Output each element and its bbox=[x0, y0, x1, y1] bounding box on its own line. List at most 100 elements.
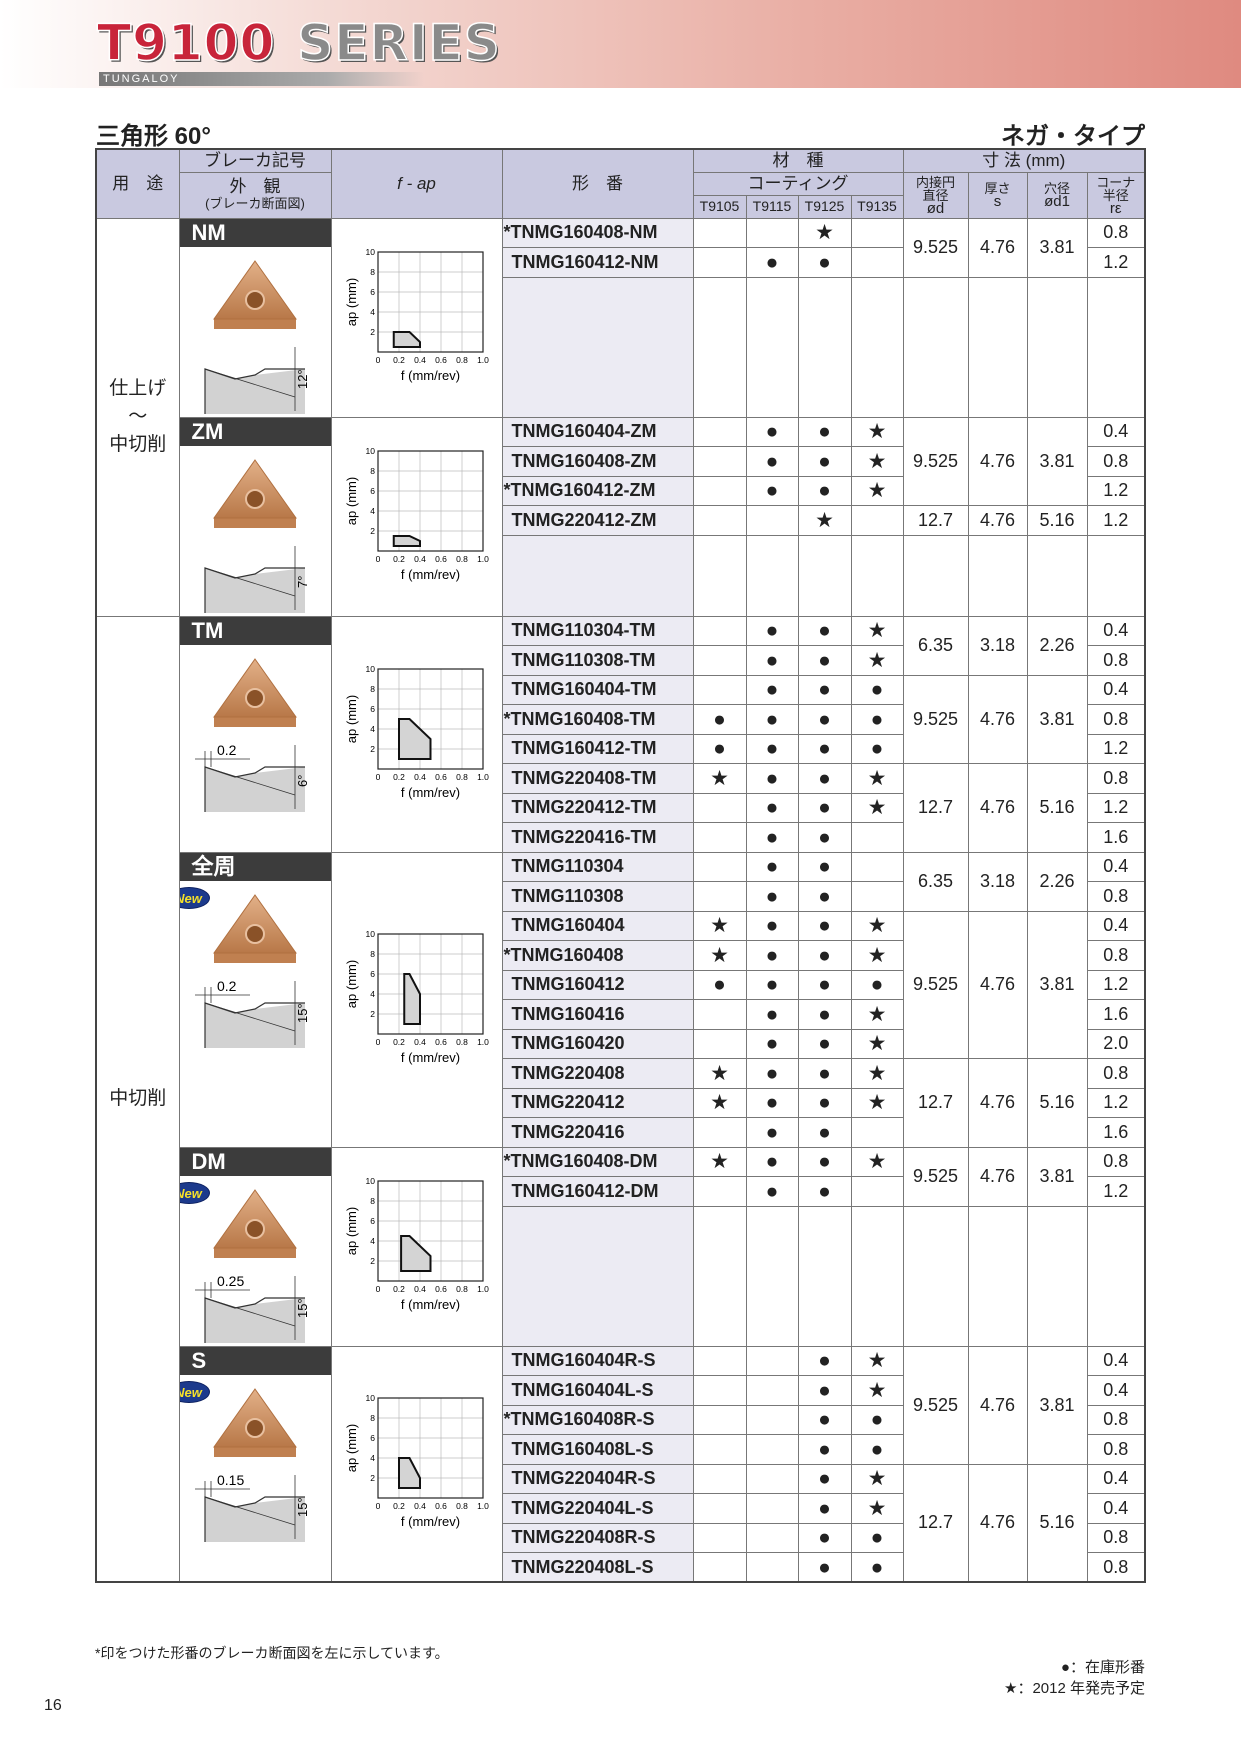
dim-od1: 3.81 bbox=[1026, 416, 1088, 506]
grade-availability-t9115: ● bbox=[745, 733, 799, 764]
x-tick-label: 0.8 bbox=[456, 772, 468, 782]
part-number: TNMG220404R-S bbox=[501, 1463, 694, 1494]
x-tick-label: 0.2 bbox=[393, 554, 405, 564]
part-number: *TNMG160412-ZM bbox=[501, 475, 694, 506]
x-tick-label: 0.8 bbox=[456, 1037, 468, 1047]
part-number: TNMG220408-TM bbox=[501, 763, 694, 794]
usage-label: 中切削 bbox=[109, 434, 167, 455]
y-tick-label: 2 bbox=[370, 1256, 375, 1266]
blank-cell bbox=[745, 276, 799, 418]
grade-availability-t9105: ★ bbox=[692, 1087, 747, 1118]
grade-availability-t9125: ● bbox=[797, 247, 852, 278]
part-number: *TNMG160408-TM bbox=[501, 704, 694, 735]
x-tick-label: 0.4 bbox=[414, 1037, 426, 1047]
grade-availability-t9135: ★ bbox=[850, 910, 904, 941]
breaker-cell: NM 12° bbox=[178, 217, 332, 418]
grade-availability-t9125: ● bbox=[797, 999, 852, 1030]
col-appearance-sub: (ブレーカ断面図) bbox=[205, 196, 305, 211]
dim-corner-radius: 1.6 bbox=[1086, 822, 1146, 853]
grade-availability-t9105: ● bbox=[692, 733, 747, 764]
grade-availability-t9125: ● bbox=[797, 910, 852, 941]
grade-availability-t9115: ● bbox=[745, 674, 799, 705]
dim-label-line: 半径 bbox=[1102, 187, 1129, 203]
grade-availability-t9115: ● bbox=[745, 763, 799, 794]
part-number: *TNMG160408-DM bbox=[501, 1146, 694, 1177]
grade-availability-t9125: ● bbox=[797, 1522, 852, 1553]
dim-od1: 3.81 bbox=[1026, 217, 1088, 278]
grade-availability-t9135: ● bbox=[850, 733, 904, 764]
y-tick-label: 8 bbox=[370, 949, 375, 959]
grade-availability-t9115 bbox=[745, 1493, 799, 1524]
grade-availability-t9105 bbox=[692, 475, 747, 506]
x-tick-label: 0.6 bbox=[435, 1501, 447, 1511]
part-number: TNMG160408-ZM bbox=[501, 446, 694, 477]
table-row: TNMG220412-TM ● ● ★ 1.2 bbox=[96, 792, 1146, 823]
cutting-range-region bbox=[397, 717, 431, 760]
new-badge: New bbox=[180, 1380, 210, 1403]
dim-od1: 3.81 bbox=[1026, 674, 1088, 764]
grade-availability-t9105: ★ bbox=[692, 763, 747, 794]
chart-frame bbox=[376, 1180, 484, 1282]
x-tick-label: 0.2 bbox=[393, 355, 405, 365]
blank-cell bbox=[745, 534, 799, 617]
breaker-cell: S New 15° 0.15 bbox=[178, 1345, 332, 1583]
usage-cell: 仕上げ〜中切削 bbox=[95, 217, 180, 617]
x-tick-label: 0.2 bbox=[393, 1501, 405, 1511]
logo-series: T9100 bbox=[96, 14, 276, 72]
grade-availability-t9125: ● bbox=[797, 1552, 852, 1583]
dim-label-line: 内接円 bbox=[915, 174, 955, 190]
x-tick-label: 0.2 bbox=[393, 1037, 405, 1047]
grade-availability-t9135: ★ bbox=[850, 1463, 904, 1494]
grade-availability-t9135 bbox=[850, 822, 904, 853]
grade-availability-t9105 bbox=[692, 1176, 747, 1207]
dim-corner-radius: 0.8 bbox=[1086, 1404, 1146, 1435]
grade-availability-t9105 bbox=[692, 1375, 747, 1406]
dim-s: 4.76 bbox=[967, 763, 1028, 853]
grade-availability-t9105 bbox=[692, 1552, 747, 1583]
grade-availability-t9135: ★ bbox=[850, 1146, 904, 1177]
dim-label-line: s bbox=[993, 193, 1002, 210]
x-tick-label: 1.0 bbox=[477, 772, 489, 782]
y-tick-label: 6 bbox=[370, 287, 375, 297]
x-tick-label: 0.2 bbox=[393, 772, 405, 782]
blank-cell bbox=[967, 534, 1028, 617]
dim-corner-radius: 0.8 bbox=[1086, 1146, 1146, 1177]
grade-availability-t9135: ★ bbox=[850, 999, 904, 1030]
grade-availability-t9135: ● bbox=[850, 1404, 904, 1435]
grade-availability-t9125: ● bbox=[797, 1087, 852, 1118]
grade-availability-t9125: ★ bbox=[797, 217, 852, 248]
dim-od1: 5.16 bbox=[1026, 1058, 1088, 1148]
dim-label-line: コーナ bbox=[1096, 174, 1136, 190]
grade-availability-t9105 bbox=[692, 505, 747, 536]
dim-label-line: 厚さ bbox=[984, 181, 1011, 196]
x-tick-label: 1.0 bbox=[477, 1037, 489, 1047]
dim-s: 4.76 bbox=[967, 416, 1028, 506]
dim-corner-radius: 0.8 bbox=[1086, 1434, 1146, 1465]
dim-corner-radius: 1.6 bbox=[1086, 999, 1146, 1030]
dim-label-line: 直径 bbox=[922, 187, 949, 203]
blank-cell bbox=[902, 276, 969, 418]
part-number: TNMG160412-TM bbox=[501, 733, 694, 764]
part-number: TNMG160412 bbox=[501, 969, 694, 1000]
breaker-code: NM bbox=[180, 219, 330, 247]
grade-availability-t9125: ● bbox=[797, 674, 852, 705]
blank-cell bbox=[692, 276, 747, 418]
grade-availability-t9135: ★ bbox=[850, 763, 904, 794]
grade-availability-t9135: ● bbox=[850, 1522, 904, 1553]
dim-corner-radius: 1.2 bbox=[1086, 475, 1146, 506]
grade-availability-t9105: ★ bbox=[692, 910, 747, 941]
dim-corner-radius: 0.8 bbox=[1086, 217, 1146, 248]
grade-availability-t9135: ★ bbox=[850, 792, 904, 823]
y-tick-label: 4 bbox=[370, 1236, 375, 1246]
dim-label-line: rε bbox=[1109, 199, 1122, 217]
x-tick-label: 0.8 bbox=[456, 1501, 468, 1511]
dim-od1: 3.81 bbox=[1026, 1146, 1088, 1207]
grade-availability-t9125: ● bbox=[797, 1375, 852, 1406]
grade-availability-t9105 bbox=[692, 999, 747, 1030]
col-grade-t9105: T9105 bbox=[692, 194, 747, 219]
usage-label: 仕上げ bbox=[109, 378, 167, 399]
blank-cell bbox=[850, 1205, 904, 1347]
grade-availability-t9115: ● bbox=[745, 1028, 799, 1059]
fap-chart: 0 0.2 0.4 0.6 0.8 1.0 2 4 6 8 10 f (mm/rev) ap (mm) bbox=[344, 247, 489, 383]
y-tick-label: 10 bbox=[365, 446, 375, 456]
